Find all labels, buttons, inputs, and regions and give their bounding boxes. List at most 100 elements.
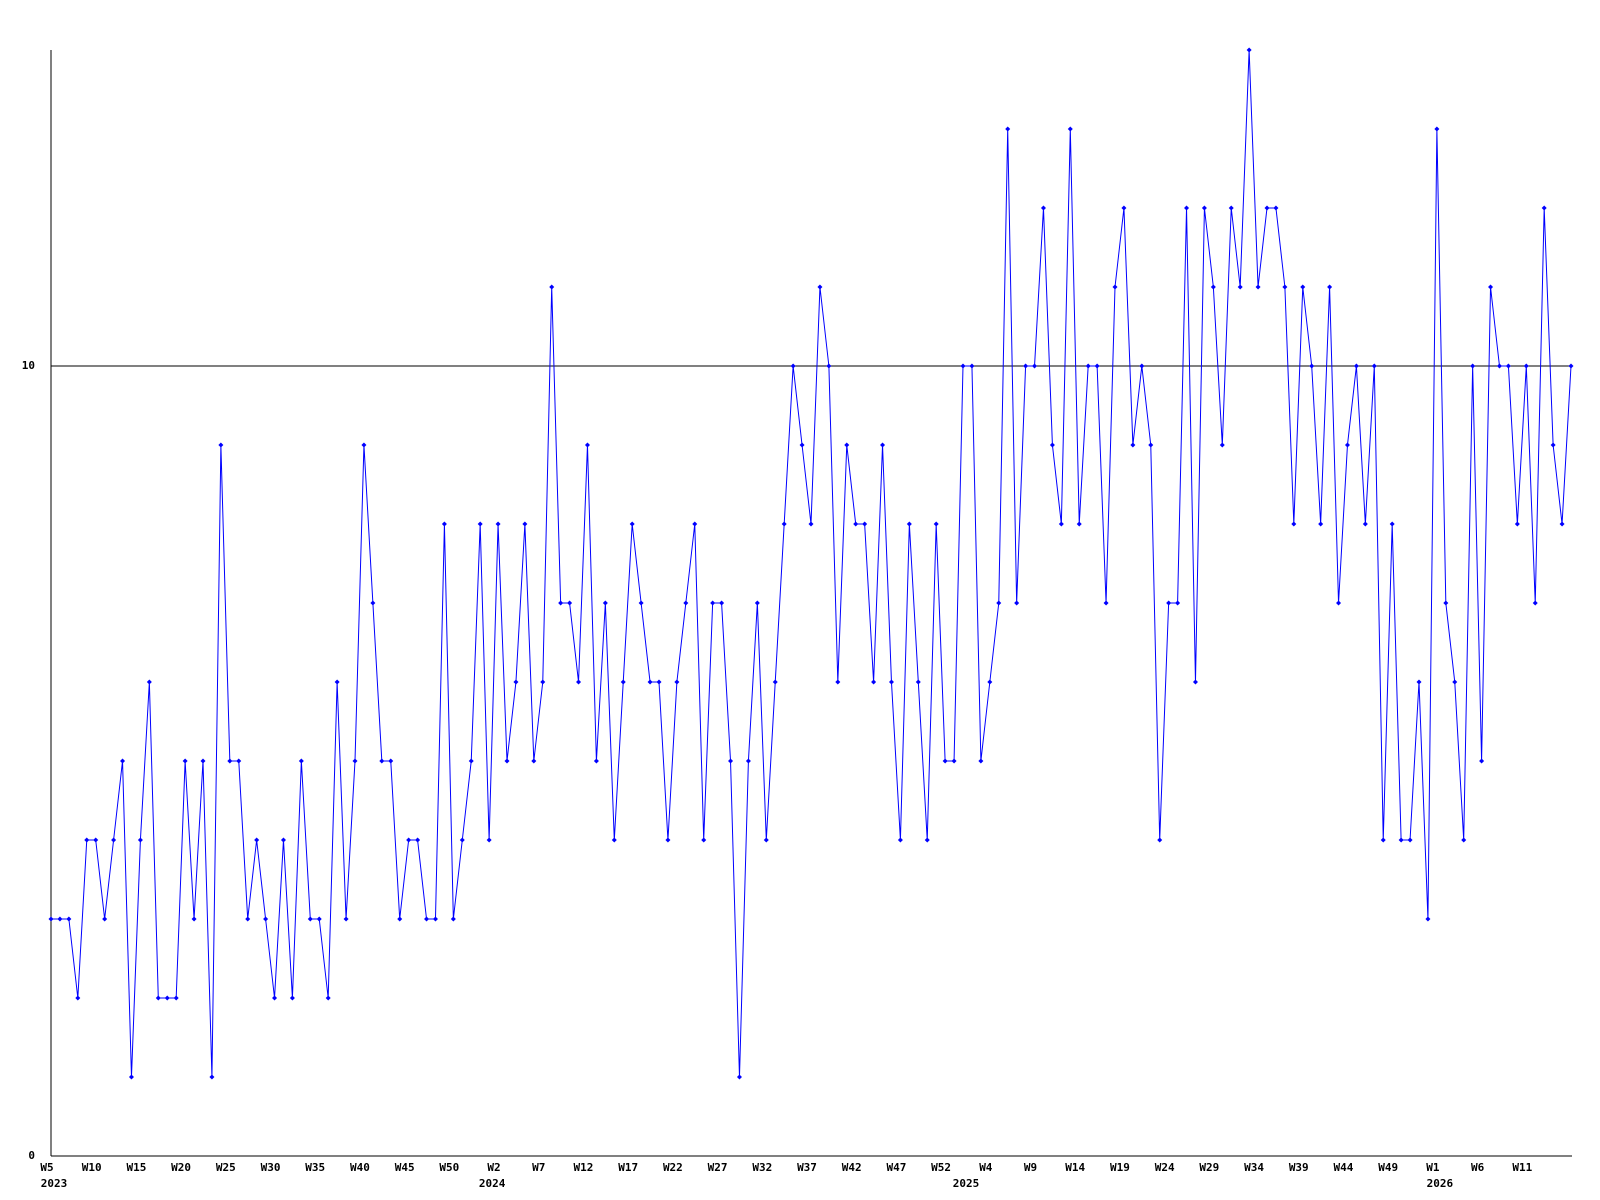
data-point bbox=[1246, 47, 1252, 53]
data-point bbox=[710, 600, 716, 606]
data-point bbox=[236, 758, 242, 764]
data-point bbox=[1443, 600, 1449, 606]
data-point bbox=[1505, 363, 1511, 369]
data-point bbox=[978, 758, 984, 764]
x-tick-label: W25 bbox=[216, 1161, 236, 1174]
data-point bbox=[316, 916, 322, 922]
data-point bbox=[352, 758, 358, 764]
data-point bbox=[1496, 363, 1502, 369]
x-tick-label: W10 bbox=[82, 1161, 102, 1174]
data-point bbox=[182, 758, 188, 764]
data-point bbox=[924, 837, 930, 843]
data-point bbox=[146, 679, 152, 685]
data-point bbox=[75, 995, 81, 1001]
data-point bbox=[495, 521, 501, 527]
data-point bbox=[191, 916, 197, 922]
data-point bbox=[602, 600, 608, 606]
data-point bbox=[415, 837, 421, 843]
x-tick-label: W37 bbox=[797, 1161, 817, 1174]
data-point bbox=[1023, 363, 1029, 369]
x-tick-label: W32 bbox=[752, 1161, 772, 1174]
data-point bbox=[1371, 363, 1377, 369]
data-point bbox=[1264, 205, 1270, 211]
data-point bbox=[1318, 521, 1324, 527]
data-point bbox=[638, 600, 644, 606]
data-point bbox=[683, 600, 689, 606]
data-point bbox=[558, 600, 564, 606]
x-tick-label: W30 bbox=[261, 1161, 281, 1174]
data-point bbox=[1049, 442, 1055, 448]
data-point bbox=[1559, 521, 1565, 527]
data-point bbox=[531, 758, 537, 764]
x-tick-label: W42 bbox=[842, 1161, 862, 1174]
data-point bbox=[1452, 679, 1458, 685]
data-point bbox=[173, 995, 179, 1001]
data-point bbox=[1300, 284, 1306, 290]
data-point bbox=[1523, 363, 1529, 369]
data-point bbox=[665, 837, 671, 843]
x-tick-label: W12 bbox=[574, 1161, 594, 1174]
data-point bbox=[1541, 205, 1547, 211]
x-tick-label: W15 bbox=[126, 1161, 146, 1174]
data-point bbox=[370, 600, 376, 606]
data-point bbox=[656, 679, 662, 685]
x-tick-label: W6 bbox=[1471, 1161, 1485, 1174]
x-tick-label: W24 bbox=[1155, 1161, 1175, 1174]
data-point bbox=[1067, 126, 1073, 132]
data-point bbox=[477, 521, 483, 527]
data-point bbox=[844, 442, 850, 448]
data-point bbox=[1085, 363, 1091, 369]
year-label: 2024 bbox=[479, 1177, 506, 1190]
data-point bbox=[48, 916, 54, 922]
data-point bbox=[441, 521, 447, 527]
data-point bbox=[576, 679, 582, 685]
data-point bbox=[1237, 284, 1243, 290]
data-point bbox=[853, 521, 859, 527]
data-point bbox=[799, 442, 805, 448]
data-point bbox=[1032, 363, 1038, 369]
data-point bbox=[611, 837, 617, 843]
data-point bbox=[120, 758, 126, 764]
data-point bbox=[1139, 363, 1145, 369]
data-point bbox=[1479, 758, 1485, 764]
data-point bbox=[790, 363, 796, 369]
data-point bbox=[1291, 521, 1297, 527]
data-point bbox=[397, 916, 403, 922]
data-point bbox=[325, 995, 331, 1001]
data-point bbox=[1210, 284, 1216, 290]
data-point bbox=[1058, 521, 1064, 527]
data-point bbox=[1470, 363, 1476, 369]
data-point bbox=[1389, 521, 1395, 527]
data-point bbox=[1148, 442, 1154, 448]
data-point bbox=[996, 600, 1002, 606]
y-tick-label: 0 bbox=[28, 1149, 35, 1162]
data-point bbox=[897, 837, 903, 843]
data-point bbox=[254, 837, 260, 843]
data-point bbox=[102, 916, 108, 922]
x-tick-label: W40 bbox=[350, 1161, 370, 1174]
data-point bbox=[987, 679, 993, 685]
data-point bbox=[1130, 442, 1136, 448]
data-point bbox=[1166, 600, 1172, 606]
data-point bbox=[280, 837, 286, 843]
data-point bbox=[513, 679, 519, 685]
data-point bbox=[307, 916, 313, 922]
data-point bbox=[1344, 442, 1350, 448]
x-tick-label: W22 bbox=[663, 1161, 683, 1174]
x-tick-label: W45 bbox=[395, 1161, 415, 1174]
data-point bbox=[522, 521, 528, 527]
data-point bbox=[1040, 205, 1046, 211]
data-point bbox=[245, 916, 251, 922]
data-point bbox=[468, 758, 474, 764]
data-point bbox=[593, 758, 599, 764]
data-point bbox=[334, 679, 340, 685]
x-tick-label: W11 bbox=[1512, 1161, 1532, 1174]
data-point bbox=[933, 521, 939, 527]
x-tick-label: W27 bbox=[708, 1161, 728, 1174]
x-tick-label: W2 bbox=[487, 1161, 500, 1174]
data-point bbox=[888, 679, 894, 685]
data-point bbox=[1157, 837, 1163, 843]
data-point bbox=[1434, 126, 1440, 132]
